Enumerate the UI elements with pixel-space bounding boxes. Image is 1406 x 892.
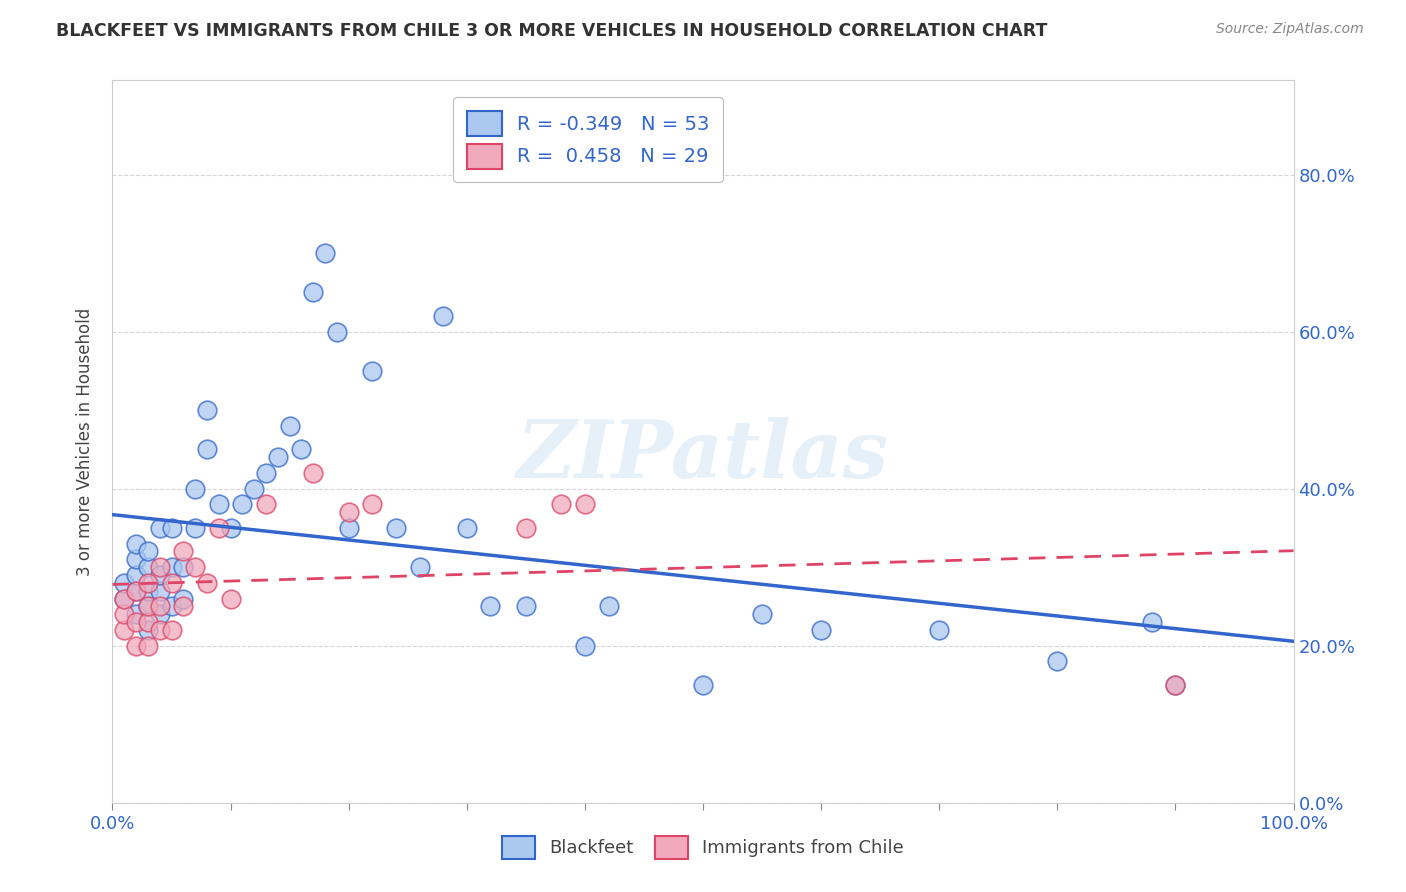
Point xyxy=(254,497,277,511)
Point xyxy=(692,678,714,692)
Point xyxy=(361,364,384,378)
Point xyxy=(290,442,312,457)
Point xyxy=(149,623,172,637)
Text: Source: ZipAtlas.com: Source: ZipAtlas.com xyxy=(1216,22,1364,37)
Point xyxy=(149,568,172,582)
Point xyxy=(361,497,384,511)
Point xyxy=(136,623,159,637)
Point xyxy=(456,521,478,535)
Point xyxy=(136,615,159,630)
Point xyxy=(160,575,183,590)
Point xyxy=(184,482,207,496)
Point xyxy=(408,560,430,574)
Point xyxy=(574,497,596,511)
Point xyxy=(149,560,172,574)
Point xyxy=(479,599,502,614)
Point xyxy=(326,325,349,339)
Point xyxy=(231,497,253,511)
Point xyxy=(302,285,325,300)
Point xyxy=(112,623,135,637)
Point xyxy=(160,521,183,535)
Point xyxy=(267,450,290,465)
Point xyxy=(337,521,360,535)
Point xyxy=(149,607,172,622)
Point xyxy=(243,482,266,496)
Point xyxy=(928,623,950,637)
Point xyxy=(160,599,183,614)
Point xyxy=(125,552,148,566)
Point xyxy=(149,599,172,614)
Point xyxy=(136,560,159,574)
Text: BLACKFEET VS IMMIGRANTS FROM CHILE 3 OR MORE VEHICLES IN HOUSEHOLD CORRELATION C: BLACKFEET VS IMMIGRANTS FROM CHILE 3 OR … xyxy=(56,22,1047,40)
Point xyxy=(172,591,194,606)
Point xyxy=(136,575,159,590)
Point xyxy=(184,521,207,535)
Point xyxy=(302,466,325,480)
Point xyxy=(136,544,159,558)
Point xyxy=(125,536,148,550)
Point xyxy=(125,607,148,622)
Point xyxy=(112,607,135,622)
Point xyxy=(125,583,148,598)
Y-axis label: 3 or more Vehicles in Household: 3 or more Vehicles in Household xyxy=(76,308,94,575)
Point xyxy=(1164,678,1187,692)
Point xyxy=(184,560,207,574)
Point xyxy=(337,505,360,519)
Point xyxy=(136,599,159,614)
Point xyxy=(112,591,135,606)
Text: ZIPatlas: ZIPatlas xyxy=(517,417,889,495)
Point xyxy=(160,560,183,574)
Point xyxy=(195,575,218,590)
Point xyxy=(515,521,537,535)
Point xyxy=(219,591,242,606)
Point xyxy=(195,403,218,417)
Point xyxy=(136,599,159,614)
Point xyxy=(149,521,172,535)
Point xyxy=(160,623,183,637)
Point xyxy=(254,466,277,480)
Point xyxy=(385,521,408,535)
Point xyxy=(208,497,231,511)
Point xyxy=(208,521,231,535)
Point xyxy=(219,521,242,535)
Point xyxy=(278,418,301,433)
Point xyxy=(1140,615,1163,630)
Point xyxy=(125,583,148,598)
Point xyxy=(432,309,454,323)
Point xyxy=(172,599,194,614)
Point xyxy=(125,615,148,630)
Point xyxy=(574,639,596,653)
Point xyxy=(112,591,135,606)
Point xyxy=(172,560,194,574)
Point xyxy=(1046,655,1069,669)
Point xyxy=(515,599,537,614)
Point xyxy=(1164,678,1187,692)
Point xyxy=(195,442,218,457)
Point xyxy=(810,623,832,637)
Point xyxy=(112,575,135,590)
Point xyxy=(314,246,336,260)
Point xyxy=(136,639,159,653)
Point xyxy=(149,583,172,598)
Point xyxy=(136,583,159,598)
Point xyxy=(172,544,194,558)
Point xyxy=(550,497,572,511)
Point xyxy=(125,639,148,653)
Point xyxy=(598,599,620,614)
Legend: Blackfeet, Immigrants from Chile: Blackfeet, Immigrants from Chile xyxy=(495,829,911,866)
Point xyxy=(751,607,773,622)
Point xyxy=(125,568,148,582)
